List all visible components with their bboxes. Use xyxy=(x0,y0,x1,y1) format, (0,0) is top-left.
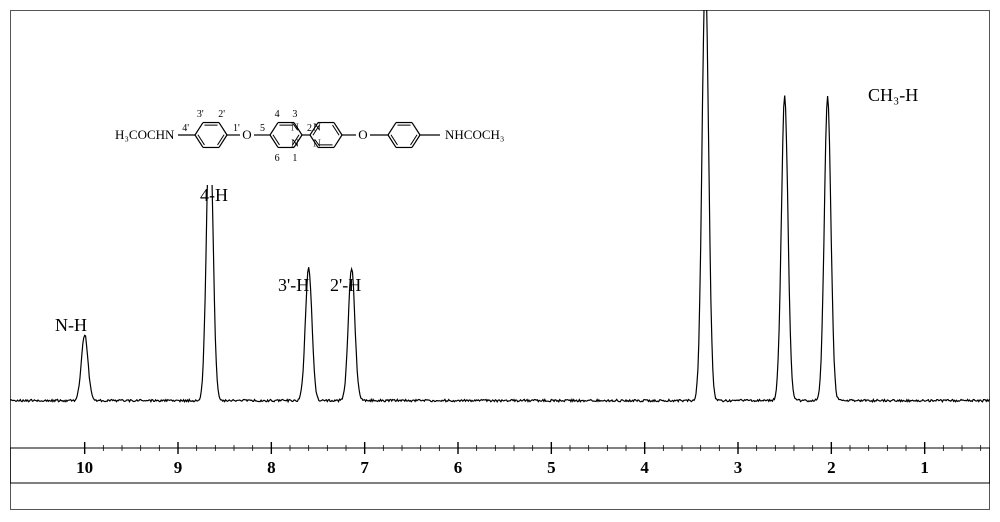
svg-text:5: 5 xyxy=(260,123,265,134)
svg-text:6: 6 xyxy=(275,153,280,164)
axis-tick-label: 10 xyxy=(65,458,105,478)
svg-text:4: 4 xyxy=(275,109,280,120)
svg-text:N: N xyxy=(291,137,299,149)
nmr-spectrum-line xyxy=(10,10,990,430)
axis-tick-label: 1 xyxy=(905,458,945,478)
chemical-structure-svg: H₃COCHN4'1'2'3'O524361NNNNONHCOCH₃ xyxy=(110,75,610,185)
axis-tick-label: 7 xyxy=(345,458,385,478)
svg-text:N: N xyxy=(313,122,321,134)
svg-text:4': 4' xyxy=(182,123,189,134)
svg-text:3: 3 xyxy=(292,109,297,120)
peak-label-ch3: CH₃-H xyxy=(868,85,918,106)
peak-label-nh: N-H xyxy=(55,315,87,336)
svg-text:O: O xyxy=(358,127,367,142)
svg-text:3': 3' xyxy=(197,109,204,120)
peak-label-2prime-h: 2'-H xyxy=(330,275,361,296)
svg-text:NHCOCH₃: NHCOCH₃ xyxy=(445,127,504,142)
peak-label-4h: 4-H xyxy=(200,185,228,206)
svg-text:N: N xyxy=(313,137,321,149)
axis-tick-label: 2 xyxy=(811,458,851,478)
chemical-structure: H₃COCHN4'1'2'3'O524361NNNNONHCOCH₃ xyxy=(110,75,610,185)
nmr-spectrum-plot: N-H 4-H 3'-H 2'-H CH₃-H H₃COCHN 4' 1' 2' 3' O… xyxy=(10,10,990,430)
svg-text:O: O xyxy=(242,127,251,142)
svg-text:1': 1' xyxy=(233,123,240,134)
svg-text:1: 1 xyxy=(292,153,297,164)
svg-text:2': 2' xyxy=(218,109,225,120)
axis-tick-label: 9 xyxy=(158,458,198,478)
axis-tick-label: 3 xyxy=(718,458,758,478)
axis-tick-label: 5 xyxy=(531,458,571,478)
axis-tick-label: 6 xyxy=(438,458,478,478)
axis-tick-label: 4 xyxy=(625,458,665,478)
ppm-axis: 10 9 8 7 6 5 4 3 2 1 xyxy=(10,438,990,498)
peak-label-3prime-h: 3'-H xyxy=(278,275,309,296)
svg-text:N: N xyxy=(291,122,299,134)
axis-tick-label: 8 xyxy=(251,458,291,478)
svg-text:H₃COCHN: H₃COCHN xyxy=(115,127,175,142)
